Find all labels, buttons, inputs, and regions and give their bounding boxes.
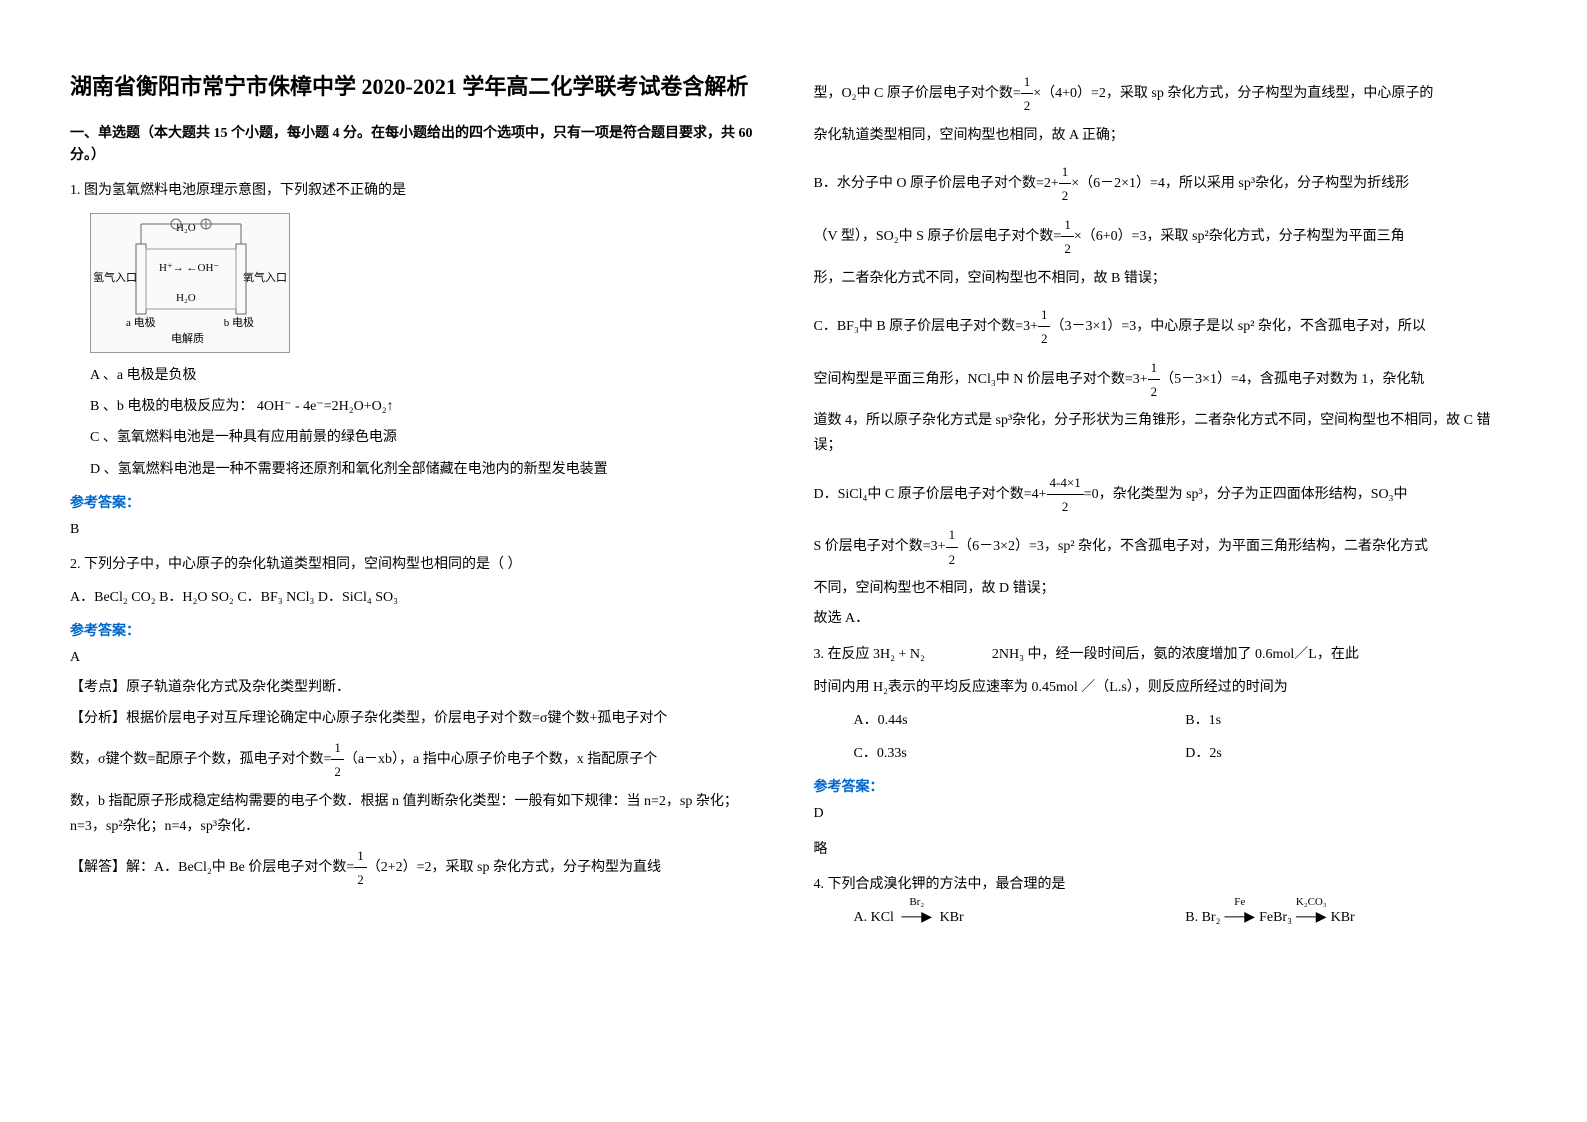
q4b-mid: FeBr₃ xyxy=(1259,910,1292,925)
r2c-line: （V 型），SO₂中 S 原子价层电子对个数=12×（6+0）=3，采取 sp²… xyxy=(814,213,1518,261)
diagram-svg xyxy=(91,214,291,354)
q3-options-row2: C．0.33s D．2s xyxy=(854,741,1518,766)
q1-text: 1. 图为氢氧燃料电池原理示意图，下列叙述不正确的是 xyxy=(70,178,774,203)
r2e-text: 形，二者杂化方式不同，空间构型也不相同，故 B 错误； xyxy=(814,266,1518,291)
q2-options: A．BeCl₂ CO₂ B．H₂O SO₂ C．BF₃ NCl₃ D．SiCl₄… xyxy=(70,585,774,610)
q2-answer-label: 参考答案： xyxy=(70,620,774,640)
q4b-post: KBr xyxy=(1331,910,1355,925)
r2-text: B．水分子中 O 原子价层电子对个数=2+ xyxy=(814,176,1059,191)
r3-line: C．BF₃中 B 原子价层电子对个数=3+12（3－3×1）=3，中心原子是以 … xyxy=(814,303,1518,351)
fraction-r3c: 12 xyxy=(1148,356,1161,404)
q3-option-c: C．0.33s xyxy=(854,741,1186,766)
q3-text1: 3. 在反应 3H₂ + N₂ xyxy=(814,647,925,662)
question-2: 2. 下列分子中，中心原子的杂化轨道类型相同，空间构型也相同的是（ ） A．Be… xyxy=(70,552,774,610)
q3-option-d: D．2s xyxy=(1185,741,1517,766)
r4c-line: S 价层电子对个数=3+12（6－3×2）=3，sp² 杂化，不含孤电子对，为平… xyxy=(814,523,1518,571)
r3c-line: 空间构型是平面三角形，NCl₃中 N 价层电子对个数=3+12（5－3×1）=4… xyxy=(814,356,1518,404)
fraction-r2c: 12 xyxy=(1061,213,1074,261)
analyze3-text: （a－xb），a 指中心原子价电子个数，x 指配原子个 xyxy=(344,752,657,767)
q2-answer: A xyxy=(70,645,774,670)
r1-line: 型，O₂中 C 原子价层电子对个数=12×（4+0）=2，采取 sp 杂化方式，… xyxy=(814,70,1518,118)
q1-answer-label: 参考答案： xyxy=(70,492,774,512)
q4b-arrow2: K₂CO₃──▶ xyxy=(1292,905,1331,930)
right-column: 型，O₂中 C 原子价层电子对个数=12×（4+0）=2，采取 sp 杂化方式，… xyxy=(794,70,1538,1092)
q4b-arrow1: Fe──▶ xyxy=(1220,905,1259,930)
question-4: 4. 下列合成溴化钾的方法中，最合理的是 A. KCl Br₂──▶ KBr B… xyxy=(814,872,1518,930)
r2d-text: ×（6+0）=3，采取 sp²杂化方式，分子构型为平面三角 xyxy=(1074,229,1405,244)
r3b-text: （3－3×1）=3，中心原子是以 sp² 杂化，不含孤电子对，所以 xyxy=(1050,319,1425,334)
analysis-analyze: 【分析】根据价层电子对互斥理论确定中心原子杂化类型，价层电子对个数=σ键个数+孤… xyxy=(70,706,774,731)
solve1-text: 【解答】解：A．BeCl₂中 Be 价层电子对个数= xyxy=(70,860,354,875)
q4a-post: KBr xyxy=(936,910,964,925)
analyze2-text: 数，σ键个数=配原子个数，孤电子对个数= xyxy=(70,752,331,767)
q4a-arrow: Br₂──▶ xyxy=(897,905,936,930)
q1-answer: B xyxy=(70,517,774,542)
r4c-text: S 价层电子对个数=3+ xyxy=(814,540,946,555)
r3-text: C．BF₃中 B 原子价层电子对个数=3+ xyxy=(814,319,1038,334)
fraction-half-2: 12 xyxy=(354,844,367,892)
q1-option-a: A 、a 电极是负极 xyxy=(90,363,774,388)
fraction-r4: 4-4×12 xyxy=(1047,471,1084,519)
r1-text: 型，O₂中 C 原子价层电子对个数= xyxy=(814,86,1021,101)
q3-answer-label: 参考答案： xyxy=(814,776,1518,796)
r1b-text: ×（4+0）=2，采取 sp 杂化方式，分子构型为直线型，中心原子的 xyxy=(1033,86,1433,101)
question-3: 3. 在反应 3H₂ + N₂ 2NH₃ 中，经一段时间后，氨的浓度增加了 0.… xyxy=(814,642,1518,767)
q3-explanation: 略 xyxy=(814,837,1518,862)
q4-option-b: B. Br₂Fe──▶FeBr₃K₂CO₃──▶KBr xyxy=(1185,905,1517,930)
r3c-text: 空间构型是平面三角形，NCl₃中 N 价层电子对个数=3+ xyxy=(814,372,1148,387)
q1-option-c: C 、氢氧燃料电池是一种具有应用前景的绿色电源 xyxy=(90,425,774,450)
q4b-pre: B. Br₂ xyxy=(1185,910,1220,925)
r4f-text: 故选 A． xyxy=(814,606,1518,631)
section-1-header: 一、单选题（本大题共 15 个小题，每小题 4 分。在每小题给出的四个选项中，只… xyxy=(70,123,774,168)
fraction-r3: 12 xyxy=(1038,303,1051,351)
r1c-text: 杂化轨道类型相同，空间构型也相同，故 A 正确； xyxy=(814,123,1518,148)
analysis-solve1: 【解答】解：A．BeCl₂中 Be 价层电子对个数=12（2+2）=2，采取 s… xyxy=(70,844,774,892)
solve1b-text: （2+2）=2，采取 sp 杂化方式，分子构型为直线 xyxy=(367,860,661,875)
q3-option-b: B．1s xyxy=(1185,708,1517,733)
r4b-text: =0，杂化类型为 sp³，分子为正四面体形结构，SO₃中 xyxy=(1084,487,1408,502)
q3-line1: 3. 在反应 3H₂ + N₂ 2NH₃ 中，经一段时间后，氨的浓度增加了 0.… xyxy=(814,642,1518,667)
analysis-point: 【考点】原子轨道杂化方式及杂化类型判断． xyxy=(70,675,774,700)
q3-text2: 2NH₃ 中，经一段时间后，氨的浓度增加了 0.6mol／L，在此 xyxy=(992,647,1359,662)
fraction-r1: 12 xyxy=(1021,70,1034,118)
q4a-pre: A. KCl xyxy=(854,910,898,925)
fraction-r2: 12 xyxy=(1059,160,1072,208)
analysis-analyze4: 数，b 指配原子形成稳定结构需要的电子个数．根据 n 值判断杂化类型：一般有如下… xyxy=(70,789,774,839)
question-1: 1. 图为氢氧燃料电池原理示意图，下列叙述不正确的是 H₂O 氢气入口 氧气入口… xyxy=(70,178,774,482)
q1-option-b: B 、b 电极的电极反应为： 4OH⁻ - 4e⁻=2H₂O+O₂↑ xyxy=(90,394,774,419)
left-column: 湖南省衡阳市常宁市侏樟中学 2020-2021 学年高二化学联考试卷含解析 一、… xyxy=(50,70,794,1092)
q3-answer: D xyxy=(814,801,1518,826)
r4e-text: 不同，空间构型也不相同，故 D 错误； xyxy=(814,576,1518,601)
analysis-line2: 数，σ键个数=配原子个数，孤电子对个数=12（a－xb），a 指中心原子价电子个… xyxy=(70,736,774,784)
r3d-text: （5－3×1）=4，含孤电子对数为 1，杂化轨 xyxy=(1160,372,1424,387)
r4d-text: （6－3×2）=3，sp² 杂化，不含孤电子对，为平面三角形结构，二者杂化方式 xyxy=(958,540,1428,555)
q3-options-row1: A．0.44s B．1s xyxy=(854,708,1518,733)
q1-option-d: D 、氢氧燃料电池是一种不需要将还原剂和氧化剂全部储藏在电池内的新型发电装置 xyxy=(90,457,774,482)
q3-option-a: A．0.44s xyxy=(854,708,1186,733)
r4-text: D．SiCl₄中 C 原子价层电子对个数=4+ xyxy=(814,487,1047,502)
fraction-half: 12 xyxy=(331,736,344,784)
exam-title: 湖南省衡阳市常宁市侏樟中学 2020-2021 学年高二化学联考试卷含解析 xyxy=(70,70,774,103)
q2-text: 2. 下列分子中，中心原子的杂化轨道类型相同，空间构型也相同的是（ ） xyxy=(70,552,774,577)
fuel-cell-diagram: H₂O 氢气入口 氧气入口 H⁺→ ←OH⁻ H₂O a 电极 b 电极 电解质 xyxy=(90,213,290,353)
fraction-r4c: 12 xyxy=(946,523,959,571)
q3-text3: 时间内用 H₂表示的平均反应速率为 0.45mol ／（L.s），则反应所经过的… xyxy=(814,675,1518,700)
q4-options-row: A. KCl Br₂──▶ KBr B. Br₂Fe──▶FeBr₃K₂CO₃─… xyxy=(854,905,1518,930)
r2-line: B．水分子中 O 原子价层电子对个数=2+12×（6－2×1）=4，所以采用 s… xyxy=(814,160,1518,208)
r2c-text: （V 型），SO₂中 S 原子价层电子对个数= xyxy=(814,229,1062,244)
q4-option-a: A. KCl Br₂──▶ KBr xyxy=(854,905,1186,930)
r2b-text: ×（6－2×1）=4，所以采用 sp³杂化，分子构型为折线形 xyxy=(1071,176,1409,191)
r3e-text: 道数 4，所以原子杂化方式是 sp³杂化，分子形状为三角锥形，二者杂化方式不同，… xyxy=(814,408,1518,458)
r4-line: D．SiCl₄中 C 原子价层电子对个数=4+4-4×12=0，杂化类型为 sp… xyxy=(814,471,1518,519)
